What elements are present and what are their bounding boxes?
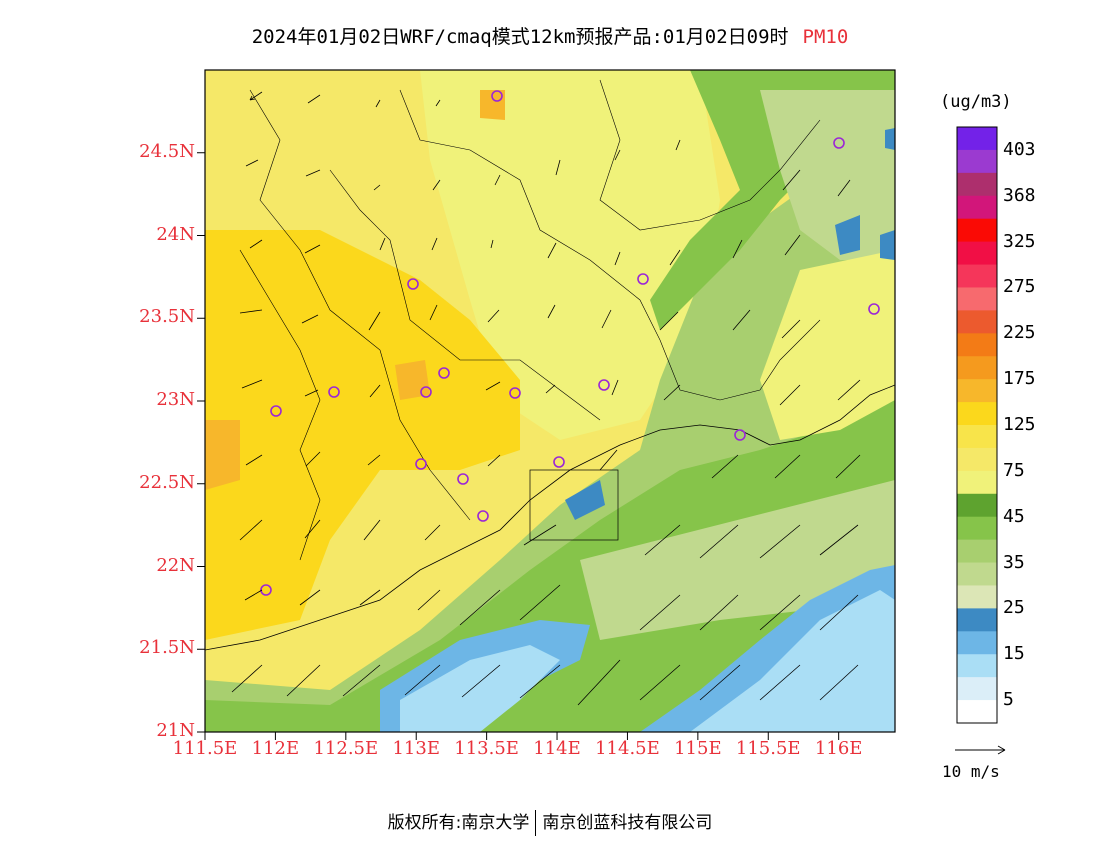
colorbar-label: 225	[1003, 322, 1036, 344]
lon-label: 116E	[814, 738, 863, 759]
colorbar-label: 45	[1003, 505, 1025, 527]
colorbar-swatch	[957, 425, 997, 449]
lat-label: 24N	[156, 223, 195, 245]
colorbar-label: 325	[1003, 230, 1036, 252]
title-pollutant: PM10	[802, 26, 849, 48]
colorbar-unit: (ug/m3)	[940, 92, 1012, 112]
footer-divider	[535, 810, 537, 836]
colorbar-swatch	[957, 218, 997, 243]
wind-scale-label: 10 m/s	[942, 762, 1000, 781]
colorbar-swatch	[957, 516, 997, 541]
colorbar-label: 35	[1003, 551, 1025, 573]
colorbar-swatch	[957, 356, 997, 380]
lon-label: 114E	[533, 738, 581, 759]
lat-label: 22N	[156, 554, 195, 576]
concentration-field	[205, 70, 895, 732]
footer: 版权所有:南京大学 南京创蓝科技有限公司	[0, 808, 1100, 836]
colorbar-label: 5	[1003, 689, 1014, 711]
colorbar-swatch	[957, 447, 997, 472]
colorbar-swatch	[957, 149, 997, 174]
colorbar-swatch	[957, 127, 997, 151]
colorbar-swatch	[957, 700, 997, 724]
lat-label: 22.5N	[139, 471, 195, 493]
chart-title: 2024年01月02日WRF/cmaq模式12km预报产品:01月02日09时 P…	[0, 22, 1100, 49]
lat-label: 24.5N	[139, 140, 195, 162]
colorbar-swatch	[957, 287, 997, 311]
colorbar-swatch	[957, 654, 997, 678]
lon-label: 112E	[251, 738, 300, 759]
colorbar-label: 25	[1003, 597, 1025, 619]
footer-right: 南京创蓝科技有限公司	[542, 813, 713, 833]
colorbar-swatch	[957, 195, 997, 220]
colorbar-swatch	[957, 493, 997, 518]
colorbar-label: 175	[1003, 368, 1036, 390]
title-main: 2024年01月02日WRF/cmaq模式12km预报产品:01月02日09时	[251, 26, 789, 48]
colorbar-label: 275	[1003, 276, 1036, 298]
lon-label: 111.5E	[172, 738, 238, 759]
lon-label: 115E	[674, 738, 722, 759]
colorbar-swatch	[957, 539, 997, 564]
colorbar-swatch	[957, 585, 997, 609]
colorbar-swatch	[957, 333, 997, 357]
colorbar-label: 368	[1003, 184, 1036, 206]
colorbar-swatch	[957, 631, 997, 655]
lon-label: 113E	[392, 738, 440, 759]
colorbar-swatch	[957, 264, 997, 288]
colorbar	[957, 127, 997, 724]
lat-label: 21N	[156, 720, 195, 741]
colorbar-swatch	[957, 379, 997, 403]
colorbar-swatch	[957, 241, 997, 266]
colorbar-swatch	[957, 402, 997, 426]
colorbar-swatch	[957, 172, 997, 197]
colorbar-label: 75	[1003, 459, 1025, 481]
colorbar-label: 125	[1003, 414, 1036, 435]
lat-label: 23N	[156, 389, 195, 410]
footer-left: 版权所有:南京大学	[387, 813, 530, 833]
lat-label: 23.5N	[139, 306, 195, 328]
colorbar-swatch	[957, 677, 997, 701]
colorbar-label: 403	[1003, 138, 1036, 160]
colorbar-swatch	[957, 310, 997, 334]
wind-scale-arrow	[955, 745, 1006, 755]
colorbar-swatch	[957, 562, 997, 586]
lon-label: 114.5E	[595, 738, 660, 759]
lat-label: 21.5N	[139, 637, 195, 659]
lon-label: 112.5E	[313, 738, 379, 759]
lon-label: 113.5E	[454, 738, 519, 759]
lon-label: 115.5E	[735, 738, 801, 759]
colorbar-label: 15	[1003, 643, 1025, 665]
colorbar-swatch	[957, 470, 997, 495]
colorbar-swatch	[957, 608, 997, 632]
